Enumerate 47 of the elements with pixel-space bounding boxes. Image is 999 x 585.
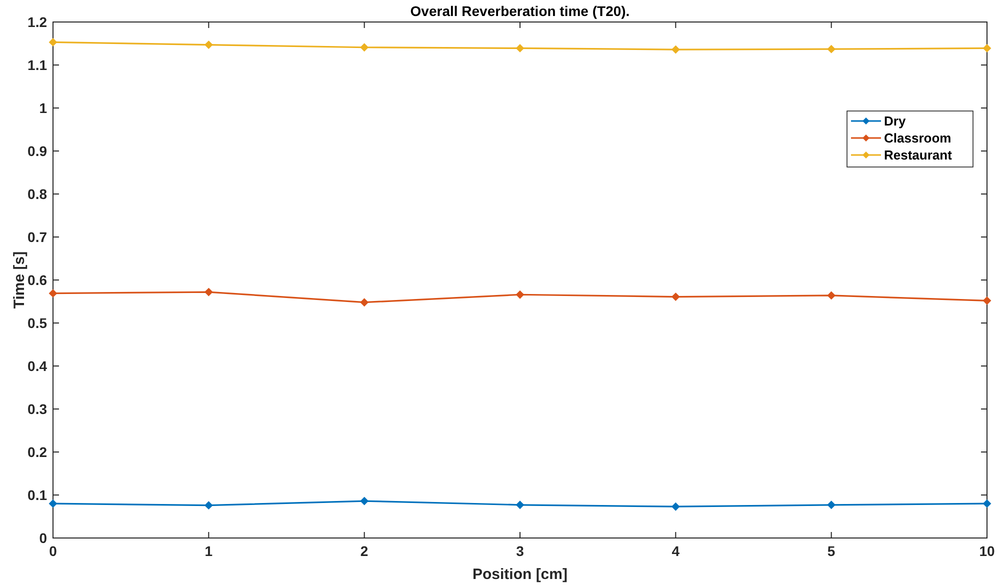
y-tick-label: 0.6 xyxy=(28,272,48,288)
point xyxy=(360,43,368,52)
point xyxy=(672,502,680,511)
point xyxy=(672,46,680,54)
x-tick-label: 4 xyxy=(672,543,680,559)
y-tick-label: 1.1 xyxy=(28,56,48,73)
x-tick-label: 1 xyxy=(204,543,213,559)
x-tick-label: 0 xyxy=(49,543,58,559)
point xyxy=(983,296,991,305)
point xyxy=(983,500,991,508)
legend-label: Classroom xyxy=(884,130,952,146)
point xyxy=(516,290,524,299)
y-tick-label: 1 xyxy=(39,100,48,116)
y-tick-label: 0.2 xyxy=(28,444,48,460)
y-tick-label: 0.3 xyxy=(28,400,48,417)
point xyxy=(983,44,991,52)
point xyxy=(360,497,368,506)
point xyxy=(204,501,213,510)
chart-title: Overall Reverberation time (T20). xyxy=(410,3,630,19)
point xyxy=(204,288,213,296)
x-tick-label: 10 xyxy=(979,543,995,559)
x-tick-label: 5 xyxy=(827,543,836,559)
y-tick-label: 1.2 xyxy=(28,14,48,30)
y-tick-label: 0.4 xyxy=(28,358,48,374)
point xyxy=(827,291,836,300)
point xyxy=(672,292,680,301)
y-tick-label: 0.8 xyxy=(28,186,48,202)
point xyxy=(360,298,368,306)
y-tick-label: 0.7 xyxy=(28,228,48,245)
legend-label: Dry xyxy=(884,114,906,129)
y-axis-title: Time [s] xyxy=(11,251,28,309)
point xyxy=(49,500,57,508)
y-tick-label: 0 xyxy=(39,530,48,546)
point xyxy=(49,38,57,46)
legend-label: Restaurant xyxy=(884,148,953,163)
x-tick-label: 2 xyxy=(360,543,368,559)
point xyxy=(516,500,524,509)
point xyxy=(204,40,213,49)
y-tick-label: 0.5 xyxy=(28,314,48,331)
y-tick-label: 0.9 xyxy=(28,142,48,159)
point xyxy=(827,45,836,54)
point xyxy=(49,289,57,298)
x-axis-title: Position [cm] xyxy=(472,566,568,583)
point xyxy=(827,500,836,509)
x-tick-label: 3 xyxy=(516,543,524,559)
y-tick-label: 0.1 xyxy=(28,486,48,503)
point xyxy=(516,44,524,52)
